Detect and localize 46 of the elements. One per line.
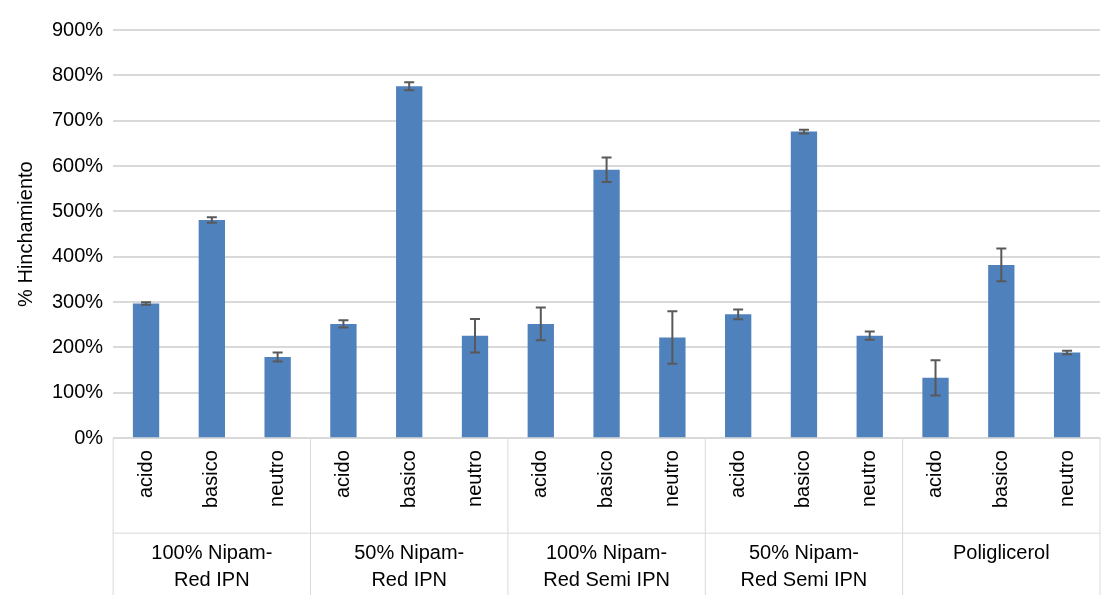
y-tick-label: 0% (74, 425, 104, 448)
bar (988, 264, 1015, 438)
y-tick-label: 900% (52, 17, 104, 40)
x-tick-label: basico (396, 450, 419, 508)
x-tick-label: neutro (265, 450, 288, 507)
text: 50% Nipam-Red IPN (354, 540, 465, 590)
bar (922, 377, 949, 438)
x-tick-label: basico (791, 450, 814, 508)
bar (856, 335, 883, 438)
y-tick-label: 700% (52, 108, 104, 131)
x-tick-label: acido (133, 450, 156, 498)
bar (132, 303, 160, 438)
y-tick-label: 600% (52, 153, 104, 176)
y-tick-label: 500% (52, 198, 104, 221)
bar (527, 323, 554, 438)
bar (659, 337, 686, 438)
bar (264, 357, 291, 438)
y-tick-label: 100% (52, 380, 104, 403)
bar (1053, 352, 1081, 438)
x-tick-label: basico (199, 450, 222, 508)
x-tick-label: neutro (462, 450, 485, 507)
bar (461, 335, 489, 438)
y-tick-label: 300% (52, 289, 104, 312)
bar (790, 131, 818, 438)
x-tick-label: acido (923, 450, 946, 498)
x-tick-label: basico (988, 450, 1011, 508)
bar (330, 323, 357, 438)
text: 100% Nipam-Red Semi IPN (543, 540, 670, 590)
x-tick-label: neutro (1054, 450, 1077, 507)
y-tick-label: 400% (52, 244, 104, 267)
y-tick-label: 800% (52, 62, 104, 85)
x-tick-label: acido (725, 450, 748, 498)
text: 100% Nipam-Red IPN (151, 540, 273, 590)
x-tick-label: acido (330, 450, 353, 498)
bar (725, 314, 752, 438)
text: 50% Nipam-Red Semi IPN (740, 540, 868, 590)
x-tick-label: acido (528, 450, 551, 498)
y-axis-title: % Hinchamiento (13, 161, 36, 307)
x-tick-label: neutro (659, 450, 682, 507)
bar (198, 220, 225, 438)
bar (593, 169, 620, 438)
x-tick-label: basico (594, 450, 617, 508)
x-tick-label: neutro (857, 450, 880, 507)
y-tick-label: 200% (52, 334, 104, 357)
text: Poliglicerol (952, 540, 1050, 563)
bar (396, 86, 423, 438)
